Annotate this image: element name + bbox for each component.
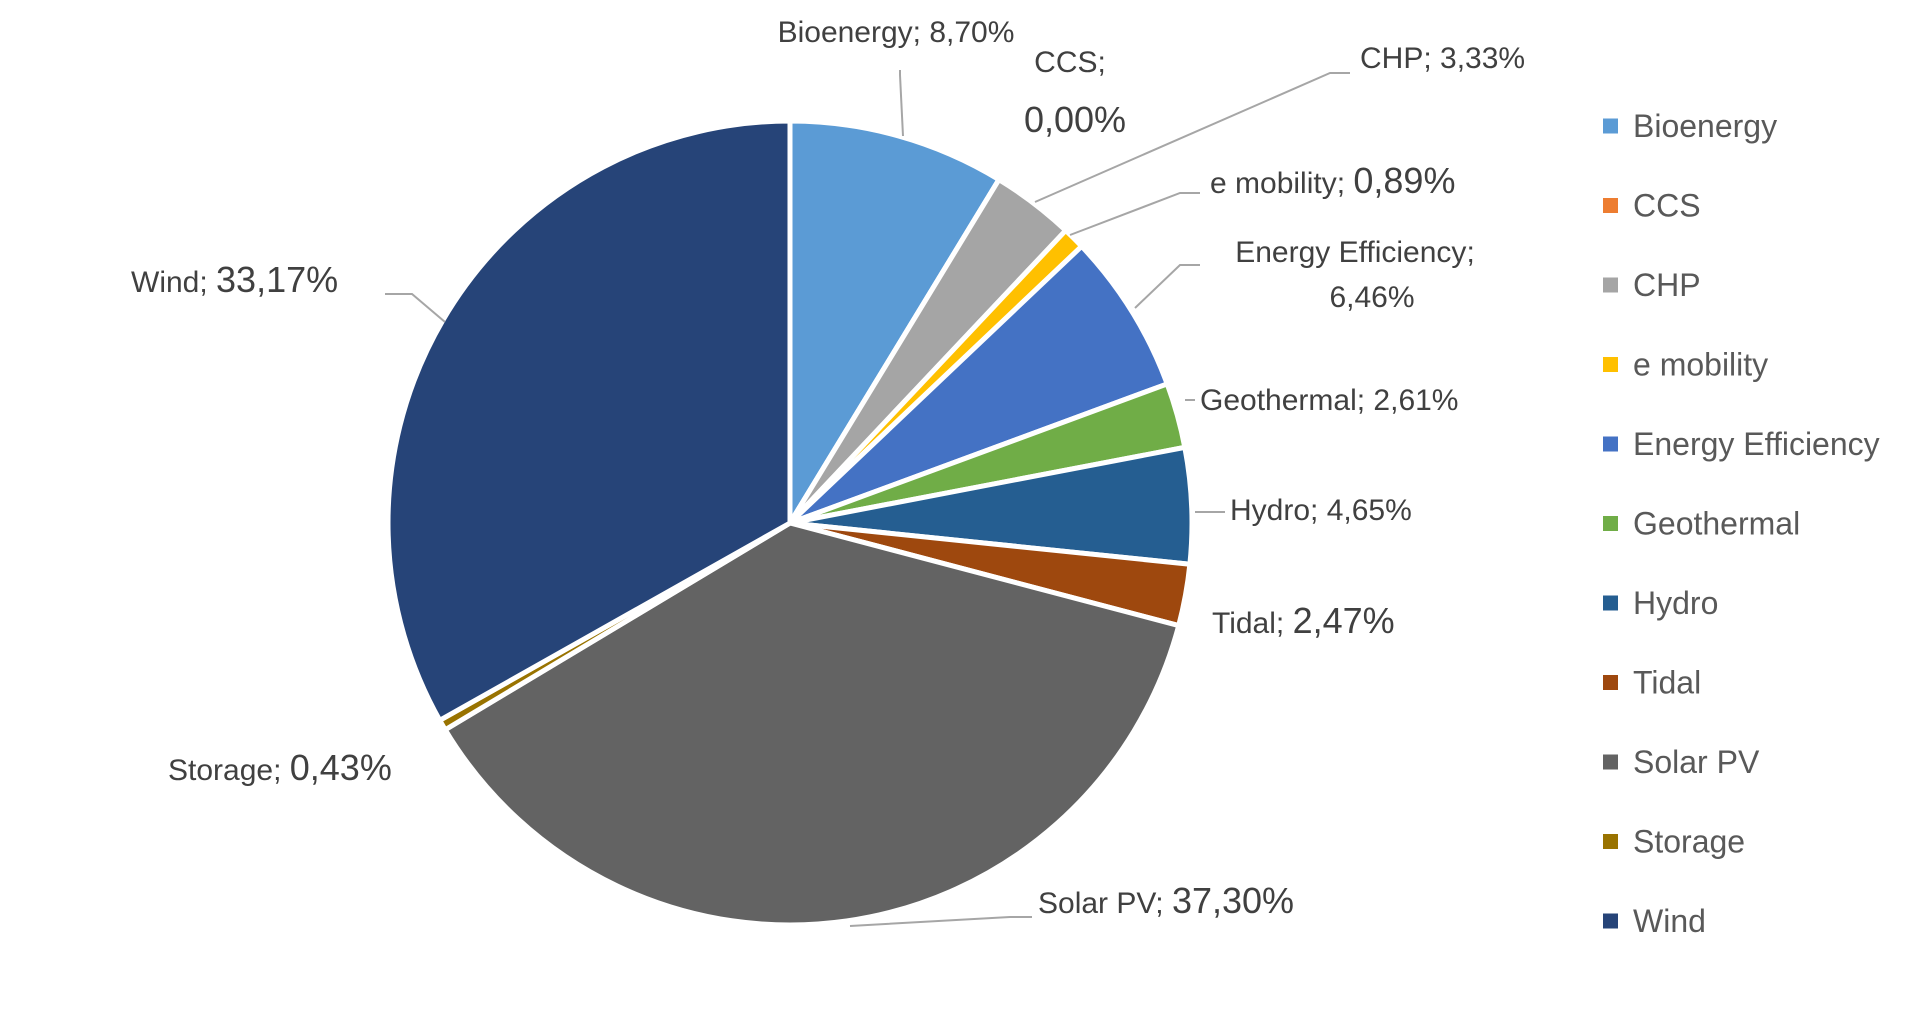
legend-label-geothermal: Geothermal xyxy=(1633,506,1800,542)
legend-item-ccs: CCS xyxy=(1603,188,1701,224)
pie-slice-energy-efficiency xyxy=(787,243,1170,526)
data-label-solar-pv: Solar PV; 37,30% xyxy=(1038,880,1294,921)
legend-item-solar-pv: Solar PV xyxy=(1603,744,1760,780)
leader-line-bioenergy xyxy=(899,70,904,137)
leader-lines xyxy=(385,70,1350,927)
data-label-hydro: Hydro; 4,65% xyxy=(1230,494,1412,527)
leader-line-solar-pv xyxy=(849,916,1032,927)
legend-swatch-hydro xyxy=(1603,595,1618,611)
legend-swatch-e-mobility xyxy=(1603,357,1618,372)
legend-swatch-energy-efficiency xyxy=(1603,436,1618,452)
legend-label-tidal: Tidal xyxy=(1633,665,1701,701)
legend-swatch-tidal xyxy=(1603,675,1618,690)
legend-swatch-storage xyxy=(1603,834,1618,849)
data-label-ccs-line-2: 0,00% xyxy=(1024,99,1126,140)
legend-label-energy-efficiency: Energy Efficiency xyxy=(1633,426,1880,462)
legend-item-chp: CHP xyxy=(1603,267,1701,303)
legend-label-hydro: Hydro xyxy=(1633,585,1718,621)
legend-swatch-geothermal xyxy=(1603,516,1618,531)
data-label-tidal: Tidal; 2,47% xyxy=(1212,600,1395,641)
pie-slice-bioenergy xyxy=(787,118,1002,526)
legend-label-ccs: CCS xyxy=(1633,188,1701,224)
legend-item-geothermal: Geothermal xyxy=(1603,506,1800,542)
data-label-energy-efficiency-line-2: 6,46% xyxy=(1329,281,1414,314)
legend: Bioenergy CCS CHP e mobility Energy Efficien… xyxy=(1603,108,1880,939)
pie-slice-solar-pv xyxy=(442,520,1182,928)
legend-label-storage: Storage xyxy=(1633,824,1745,860)
data-label-ccs-line-1: CCS; xyxy=(1034,46,1106,79)
legend-label-wind: Wind xyxy=(1633,903,1706,939)
data-label-storage: Storage; 0,43% xyxy=(168,747,392,788)
legend-item-hydro: Hydro xyxy=(1603,585,1718,621)
data-label-energy-efficiency-line-1: Energy Efficiency; xyxy=(1235,236,1475,269)
legend-swatch-bioenergy xyxy=(1603,118,1618,134)
legend-item-bioenergy: Bioenergy xyxy=(1603,108,1777,144)
legend-label-e-mobility: e mobility xyxy=(1633,347,1768,383)
leader-line-chp xyxy=(1034,72,1350,203)
legend-swatch-ccs xyxy=(1603,198,1618,213)
data-label-bioenergy: Bioenergy; 8,70% xyxy=(778,16,1015,49)
legend-item-e-mobility: e mobility xyxy=(1603,347,1768,383)
data-label-wind: Wind; 33,17% xyxy=(131,259,338,300)
legend-item-tidal: Tidal xyxy=(1603,665,1701,701)
legend-label-chp: CHP xyxy=(1633,267,1701,303)
legend-label-solar-pv: Solar PV xyxy=(1633,744,1760,780)
legend-swatch-solar-pv xyxy=(1603,754,1618,770)
pie-slices xyxy=(385,118,1195,928)
data-label-e-mobility: e mobility; 0,89% xyxy=(1210,160,1455,201)
data-labels: Bioenergy; 8,70% CCS; 0,00% CHP; 3,33% e mob… xyxy=(131,16,1525,921)
legend-label-bioenergy: Bioenergy xyxy=(1633,108,1777,144)
legend-item-storage: Storage xyxy=(1603,824,1745,860)
leader-line-wind xyxy=(385,293,446,323)
data-label-geothermal: Geothermal; 2,61% xyxy=(1200,384,1459,417)
legend-swatch-wind xyxy=(1603,913,1618,929)
legend-item-energy-efficiency: Energy Efficiency xyxy=(1603,426,1880,462)
data-label-chp: CHP; 3,33% xyxy=(1360,42,1525,75)
legend-item-wind: Wind xyxy=(1603,903,1706,939)
leader-line-energy-efficiency xyxy=(1134,264,1200,309)
leader-line-e-mobility xyxy=(1069,192,1200,236)
legend-swatch-chp xyxy=(1603,277,1618,293)
